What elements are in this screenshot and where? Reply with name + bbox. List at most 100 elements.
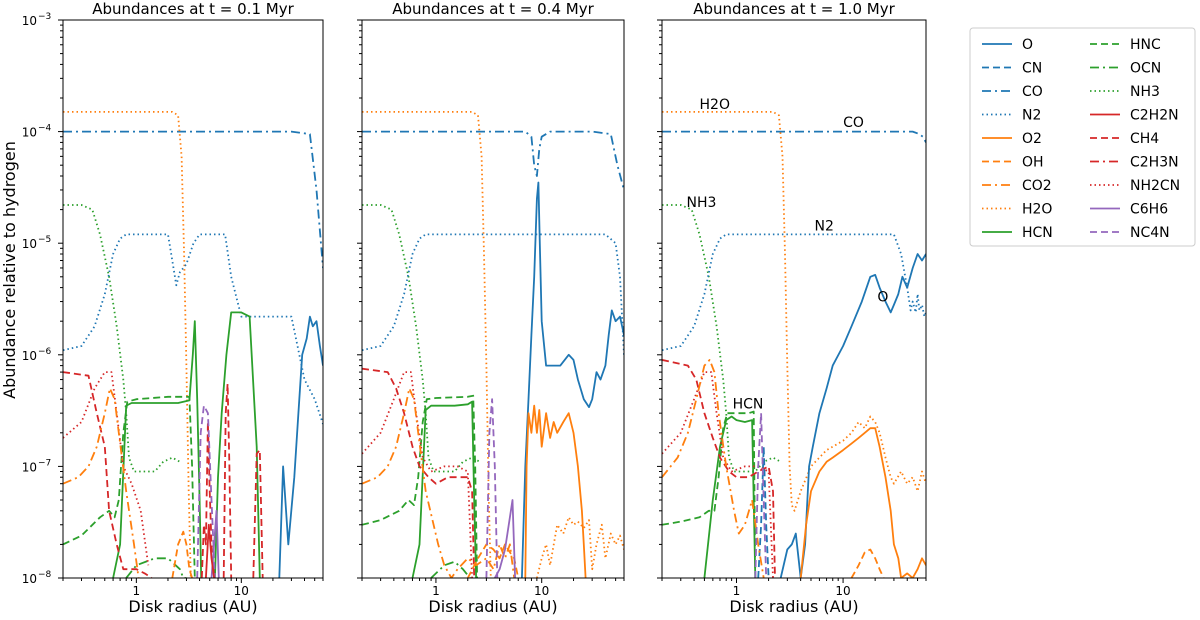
x-tick-label: 1 (733, 584, 741, 598)
series-co (362, 130, 624, 191)
series-h2o (362, 111, 492, 578)
series-co (662, 130, 926, 143)
series-h2o (536, 516, 624, 578)
y-tick-label: 10 (22, 572, 37, 586)
series-co (63, 130, 323, 269)
series-hnc (662, 410, 757, 578)
y-tick-label: 10 (22, 237, 37, 251)
legend-item-c2h3n: C2H3N (1090, 155, 1179, 171)
legend-label: C2H2N (1130, 108, 1179, 124)
legend-label: O (1022, 37, 1033, 53)
series-ocn (125, 557, 187, 578)
series-h2o (63, 111, 192, 578)
legend-item-n2: N2 (982, 108, 1041, 124)
y-tick-exponent: −7 (38, 458, 51, 468)
legend-item-co: CO (982, 84, 1043, 100)
x-axis-label: Disk radius (AU) (729, 597, 858, 616)
legend-item-co2: CO2 (982, 178, 1052, 194)
annotation-hcn: HCN (733, 397, 764, 413)
series-ch4 (362, 367, 476, 578)
series-nh3 (63, 204, 181, 473)
series-co2 (63, 387, 140, 578)
legend-item-ocn: OCN (1090, 61, 1161, 77)
legend-label: C2H3N (1130, 155, 1179, 171)
series-cn (757, 445, 770, 578)
legend-label: N2 (1022, 108, 1041, 124)
plot-frame (62, 19, 324, 579)
legend-label: OH (1022, 155, 1044, 171)
x-axis-label: Disk radius (AU) (428, 597, 557, 616)
plot-frame (361, 19, 625, 579)
legend-item-h2o: H2O (982, 202, 1052, 218)
series-n2 (63, 233, 323, 425)
legend-frame (969, 27, 1196, 247)
y-tick-label: 10 (22, 460, 37, 474)
series-hcn (411, 400, 477, 578)
legend-label: O2 (1022, 131, 1042, 147)
legend-label: CN (1022, 61, 1042, 77)
series-oh (850, 548, 885, 578)
plot-frame (661, 19, 927, 579)
series-oh (171, 530, 193, 578)
x-axis-label: Disk radius (AU) (128, 597, 257, 616)
y-tick-label: 10 (22, 349, 37, 363)
legend-item-hnc: HNC (1090, 37, 1161, 53)
y-tick-exponent: −4 (38, 124, 52, 134)
panel-title: Abundances at t = 0.4 Myr (392, 0, 594, 18)
legend-label: C6H6 (1130, 202, 1168, 218)
legend-item-nh3: NH3 (1090, 84, 1160, 100)
legend-item-cn: CN (982, 61, 1042, 77)
legend-label: HNC (1130, 37, 1161, 53)
series-o (779, 253, 926, 578)
series-n2 (662, 233, 926, 352)
series-hcn (703, 415, 757, 578)
series-nh3 (362, 204, 481, 473)
legend-item-c2h2n: C2H2N (1090, 108, 1179, 124)
series-ch4 (252, 449, 264, 578)
series-c2h2n (205, 523, 215, 578)
series-oh (467, 543, 520, 578)
series-nh2cn (63, 371, 150, 566)
legend-label: HCN (1022, 225, 1053, 241)
series-group (362, 111, 624, 578)
legend-item-o: O (982, 37, 1033, 53)
x-tick-label: 1 (432, 584, 440, 598)
series-o (278, 315, 323, 578)
panel-title: Abundances at t = 1.0 Myr (693, 0, 895, 18)
series-o (521, 181, 624, 578)
series-nh3 (662, 204, 782, 473)
legend-label: H2O (1022, 202, 1052, 218)
legend-label: CH4 (1130, 131, 1159, 147)
legend-label: NC4N (1130, 225, 1170, 241)
series-c6h6 (494, 499, 516, 578)
series-ocn (430, 560, 471, 578)
x-tick-label: 10 (835, 584, 850, 598)
y-tick-label: 10 (22, 14, 37, 28)
y-tick-label: 10 (22, 126, 37, 140)
annotation-nh3: NH3 (687, 195, 717, 211)
series-nc4n (196, 404, 216, 578)
series-hcn (214, 311, 261, 578)
annotation-co: CO (843, 115, 864, 131)
series-c6h6 (210, 509, 220, 578)
legend-label: CO2 (1022, 178, 1052, 194)
y-axis-label: Abundance relative to hydrogen (0, 141, 19, 399)
legend-label: CO (1022, 84, 1043, 100)
series-h2o (662, 111, 926, 512)
annotation-h2o: H2O (700, 97, 730, 113)
series-ch4 (222, 382, 233, 578)
legend-item-hcn: HCN (982, 225, 1053, 241)
legend-item-nh2cn: NH2CN (1090, 178, 1180, 194)
series-group (662, 111, 926, 578)
x-tick-label: 10 (234, 584, 249, 598)
y-tick-exponent: −3 (38, 12, 51, 22)
legend-label: OCN (1130, 61, 1161, 77)
annotation-n2: N2 (815, 218, 834, 234)
legend-label: NH3 (1130, 84, 1160, 100)
y-tick-exponent: −8 (38, 570, 52, 580)
annotation-o: O (877, 290, 888, 306)
